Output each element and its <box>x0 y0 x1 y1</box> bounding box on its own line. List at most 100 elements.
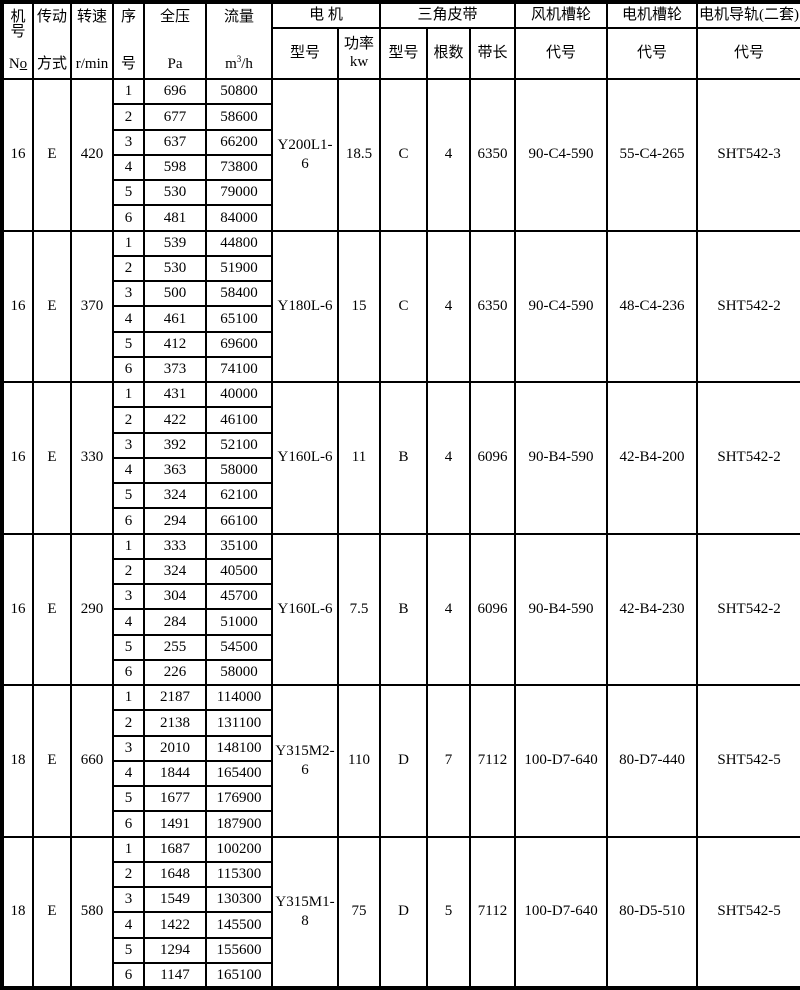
cell-seq: 2 <box>112 860 145 889</box>
cell-seq: 5 <box>112 784 145 813</box>
table-row: 2 677 58600 <box>2 103 800 131</box>
cell-speed: 420 <box>70 78 114 232</box>
header-group-fan-pulley: 风机槽轮 <box>514 0 609 30</box>
table-row: 4 1844 165400 <box>2 759 800 788</box>
cell-belt-count: 4 <box>426 78 472 232</box>
cell-pressure: 324 <box>143 557 207 586</box>
cell-pressure: 481 <box>143 204 207 232</box>
cell-rail-code: SHT542-3 <box>696 78 800 232</box>
cell-pressure: 530 <box>143 254 207 283</box>
cell-belt-count: 4 <box>426 229 472 383</box>
cell-pressure: 431 <box>143 380 207 409</box>
table-row: 2 422 46100 <box>2 406 800 434</box>
cell-seq: 2 <box>112 254 145 283</box>
cell-seq: 3 <box>112 582 145 611</box>
cell-fan-pulley-code: 90-B4-590 <box>514 532 609 686</box>
cell-seq: 1 <box>112 229 145 257</box>
cell-seq: 6 <box>112 355 145 384</box>
cell-pressure: 324 <box>143 481 207 510</box>
cell-flow: 100200 <box>205 835 273 863</box>
cell-seq: 3 <box>112 885 145 914</box>
cell-motor-model: Y200L1-6 <box>271 78 339 232</box>
cell-fan-pulley-code: 90-B4-590 <box>514 381 609 535</box>
cell-drive-mode: E <box>32 381 72 535</box>
cell-speed: 660 <box>70 684 114 838</box>
cell-belt-count: 5 <box>426 835 472 989</box>
header-machine-no-en: No <box>8 56 28 72</box>
cell-pressure: 1844 <box>143 759 207 788</box>
cell-belt-model: C <box>379 229 429 383</box>
table-row: 5 1294 155600 <box>2 936 800 964</box>
cell-pressure: 461 <box>143 305 207 333</box>
cell-drive-mode: E <box>32 78 72 232</box>
cell-drive-mode: E <box>32 532 72 686</box>
cell-seq: 3 <box>112 128 145 156</box>
cell-flow: 50800 <box>205 77 273 106</box>
cell-motor-model: Y315M1-8 <box>271 835 339 989</box>
table-row: 6 1491 187900 <box>2 810 800 838</box>
cell-seq: 4 <box>112 608 145 636</box>
table-row: 16 E 290 1 333 35100 Y160L-6 7.5 B 4 6096 90-B4-590… <box>1 532 800 686</box>
cell-flow: 187900 <box>205 810 273 838</box>
cell-seq: 1 <box>112 835 145 863</box>
cell-rail-code: SHT542-2 <box>696 532 800 686</box>
cell-flow: 73800 <box>205 153 273 182</box>
header-machine-no: 机号 No <box>1 1 34 80</box>
cell-flow: 58600 <box>205 103 273 131</box>
cell-flow: 65100 <box>205 305 273 333</box>
cell-pressure: 1422 <box>143 911 207 939</box>
cell-flow: 165100 <box>205 961 273 990</box>
table-row: 5 530 79000 <box>2 178 800 207</box>
cell-pressure: 284 <box>143 608 207 636</box>
cell-seq: 2 <box>112 557 145 586</box>
cell-motor-model: Y160L-6 <box>271 381 339 535</box>
cell-seq: 3 <box>112 734 145 762</box>
cell-drive-mode: E <box>32 684 72 838</box>
cell-belt-model: D <box>379 835 429 989</box>
cell-seq: 6 <box>112 204 145 232</box>
cell-fan-pulley-code: 90-C4-590 <box>514 229 609 383</box>
cell-flow: 115300 <box>205 860 273 889</box>
cell-flow: 58000 <box>205 658 273 687</box>
cell-belt-length: 7112 <box>469 835 517 989</box>
table-body: 16 E 420 1 696 50800 Y200L1-6 18.5 C 4 6350 90-C4-5… <box>1 77 800 990</box>
cell-speed: 580 <box>70 835 114 989</box>
cell-pressure: 422 <box>143 406 207 434</box>
cell-machine-no: 18 <box>1 835 34 989</box>
cell-flow: 40000 <box>205 380 273 409</box>
cell-flow: 66200 <box>205 128 273 156</box>
cell-motor-pulley-code: 42-B4-230 <box>606 532 699 686</box>
cell-pressure: 530 <box>143 178 207 207</box>
table-row: 3 2010 148100 <box>2 734 800 762</box>
cell-machine-no: 18 <box>1 684 34 838</box>
table-row: 6 226 58000 <box>2 658 800 687</box>
cell-rail-code: SHT542-2 <box>696 381 800 535</box>
cell-speed: 290 <box>70 532 114 686</box>
cell-speed: 370 <box>70 229 114 383</box>
header-belt-count: 根数 <box>426 27 472 80</box>
cell-seq: 1 <box>112 532 145 560</box>
table-header: 机号 No 传动 方式 转速 r/min <box>1 0 800 80</box>
cell-flow: 54500 <box>205 633 273 661</box>
cell-machine-no: 16 <box>1 381 34 535</box>
header-rail-code: 代号 <box>696 27 800 80</box>
table-row: 6 1147 165100 <box>2 961 800 990</box>
header-seq: 序 号 <box>112 1 145 80</box>
cell-motor-power: 7.5 <box>336 532 382 686</box>
table-row: 4 461 65100 <box>2 305 800 333</box>
cell-flow: 51900 <box>205 254 273 283</box>
cell-flow: 69600 <box>205 330 273 358</box>
cell-pressure: 598 <box>143 153 207 182</box>
header-pressure: 全压 Pa <box>143 1 207 80</box>
cell-drive-mode: E <box>32 835 72 989</box>
table-row: 4 363 58000 <box>2 456 800 485</box>
cell-belt-model: C <box>379 78 429 232</box>
cell-seq: 6 <box>112 658 145 687</box>
cell-pressure: 294 <box>143 507 207 535</box>
cell-pressure: 539 <box>143 229 207 257</box>
cell-pressure: 1648 <box>143 860 207 889</box>
cell-seq: 5 <box>112 633 145 661</box>
cell-flow: 66100 <box>205 507 273 535</box>
cell-motor-power: 18.5 <box>336 78 382 232</box>
cell-pressure: 1677 <box>143 784 207 813</box>
